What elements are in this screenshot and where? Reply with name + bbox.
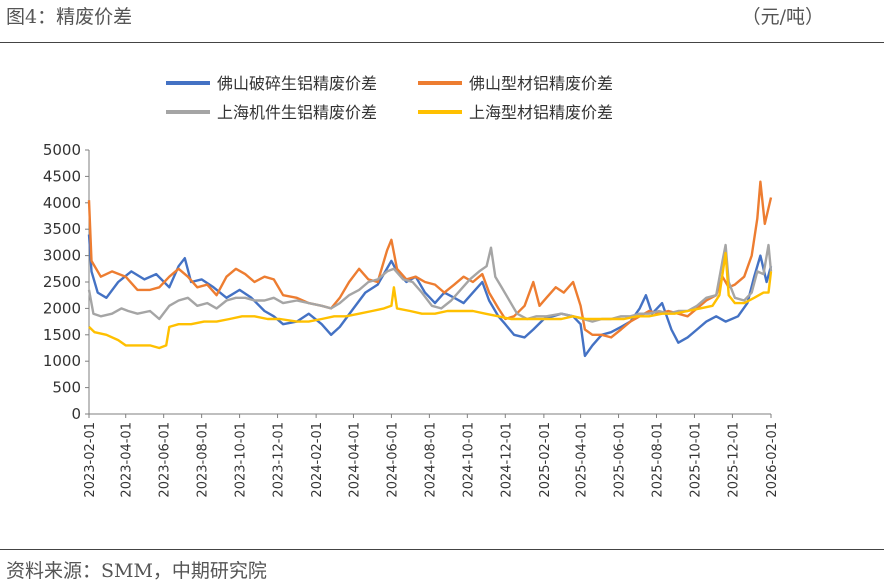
x-tick-label: 2026-02-01	[765, 422, 780, 498]
x-tick-label: 2023-08-01	[196, 422, 211, 498]
legend-label-2: 佛山型材铝精废价差	[469, 74, 613, 93]
x-tick-label: 2023-02-01	[83, 422, 98, 498]
x-tick-label: 2025-02-01	[538, 422, 553, 498]
y-tick-label: 1500	[43, 326, 81, 344]
x-tick-label: 2024-12-01	[499, 422, 514, 498]
y-tick-label: 2000	[43, 299, 81, 317]
bottom-rule	[0, 549, 884, 550]
y-tick-label: 1000	[43, 352, 81, 370]
x-tick-label: 2023-06-01	[158, 422, 173, 498]
axes: 0 500 1000 1500 2000 2500 3000 3500 4000 4500 5000…	[43, 141, 780, 498]
x-tick-label: 2025-06-01	[613, 422, 628, 498]
legend-label-3: 上海机件生铝精废价差	[217, 103, 377, 122]
y-tick-label: 2500	[43, 273, 81, 291]
x-tick-label: 2025-08-01	[651, 422, 666, 498]
figure-title: 图4：精废价差	[6, 6, 133, 28]
y-tick-label: 4500	[43, 167, 81, 185]
x-tick-label: 2025-10-01	[688, 422, 703, 498]
unit-label: （元/吨）	[741, 6, 824, 28]
legend-label-1: 佛山破碎生铝精废价差	[217, 74, 377, 93]
x-tick-label: 2023-12-01	[272, 422, 287, 498]
legend-label-4: 上海型材铝精废价差	[469, 103, 613, 122]
x-tick-label: 2024-08-01	[423, 422, 438, 498]
series-line-2	[87, 180, 773, 339]
x-tick-label: 2023-10-01	[234, 422, 249, 498]
series-line-1	[87, 234, 773, 358]
source-note: 资料来源：SMM，中期研究院	[6, 560, 267, 582]
y-tick-label: 4000	[43, 194, 81, 212]
y-tick-label: 5000	[43, 141, 81, 159]
top-rule	[0, 42, 884, 43]
x-tick-label: 2023-04-01	[120, 422, 135, 498]
x-tick-label: 2024-02-01	[310, 422, 325, 498]
x-tick-label: 2024-10-01	[461, 422, 476, 498]
x-tick-label: 2025-12-01	[726, 422, 741, 498]
x-tick-label: 2024-06-01	[385, 422, 400, 498]
y-tick-label: 500	[52, 379, 81, 397]
y-tick-label: 3000	[43, 247, 81, 265]
y-tick-label: 0	[71, 405, 81, 423]
series-layer	[87, 180, 773, 358]
y-tick-label: 3500	[43, 220, 81, 238]
series-line-4	[88, 251, 773, 350]
x-tick-label: 2024-04-01	[347, 422, 362, 498]
x-tick-label: 2025-04-01	[575, 422, 590, 498]
